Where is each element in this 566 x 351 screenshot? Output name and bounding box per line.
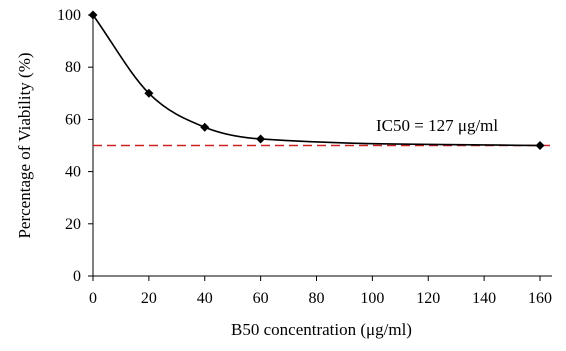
x-axis-title: B50 concentration (μg/ml) [231,320,412,339]
x-tick-label: 60 [253,290,269,307]
y-axis-title: Percentage of Viability (%) [15,52,34,238]
y-tick-label: 0 [73,268,81,285]
data-point-marker [200,122,210,132]
y-tick-label: 40 [65,164,81,181]
data-point-marker [88,10,98,20]
ic50-annotation: IC50 = 127 μg/ml [376,116,498,135]
viability-curve [92,14,541,147]
y-tick-label: 60 [65,111,81,128]
y-tick-label: 20 [65,216,81,233]
x-tick-label: 20 [141,290,157,307]
data-point-marker [256,134,266,144]
y-ticks: 0 20 40 60 80 100 [57,7,93,285]
x-tick-label: 120 [416,290,440,307]
x-tick-label: 40 [197,290,213,307]
x-tick-label: 160 [528,290,552,307]
x-tick-label: 80 [309,290,325,307]
y-tick-label: 80 [65,59,81,76]
x-tick-label: 140 [472,290,496,307]
data-markers [88,10,545,150]
x-tick-label: 0 [89,290,97,307]
data-point-marker [535,141,545,150]
x-ticks: 0 20 40 60 80 100 120 140 160 [89,276,552,307]
y-tick-label: 100 [57,7,81,24]
data-point-marker [144,88,154,98]
x-tick-label: 100 [360,290,384,307]
